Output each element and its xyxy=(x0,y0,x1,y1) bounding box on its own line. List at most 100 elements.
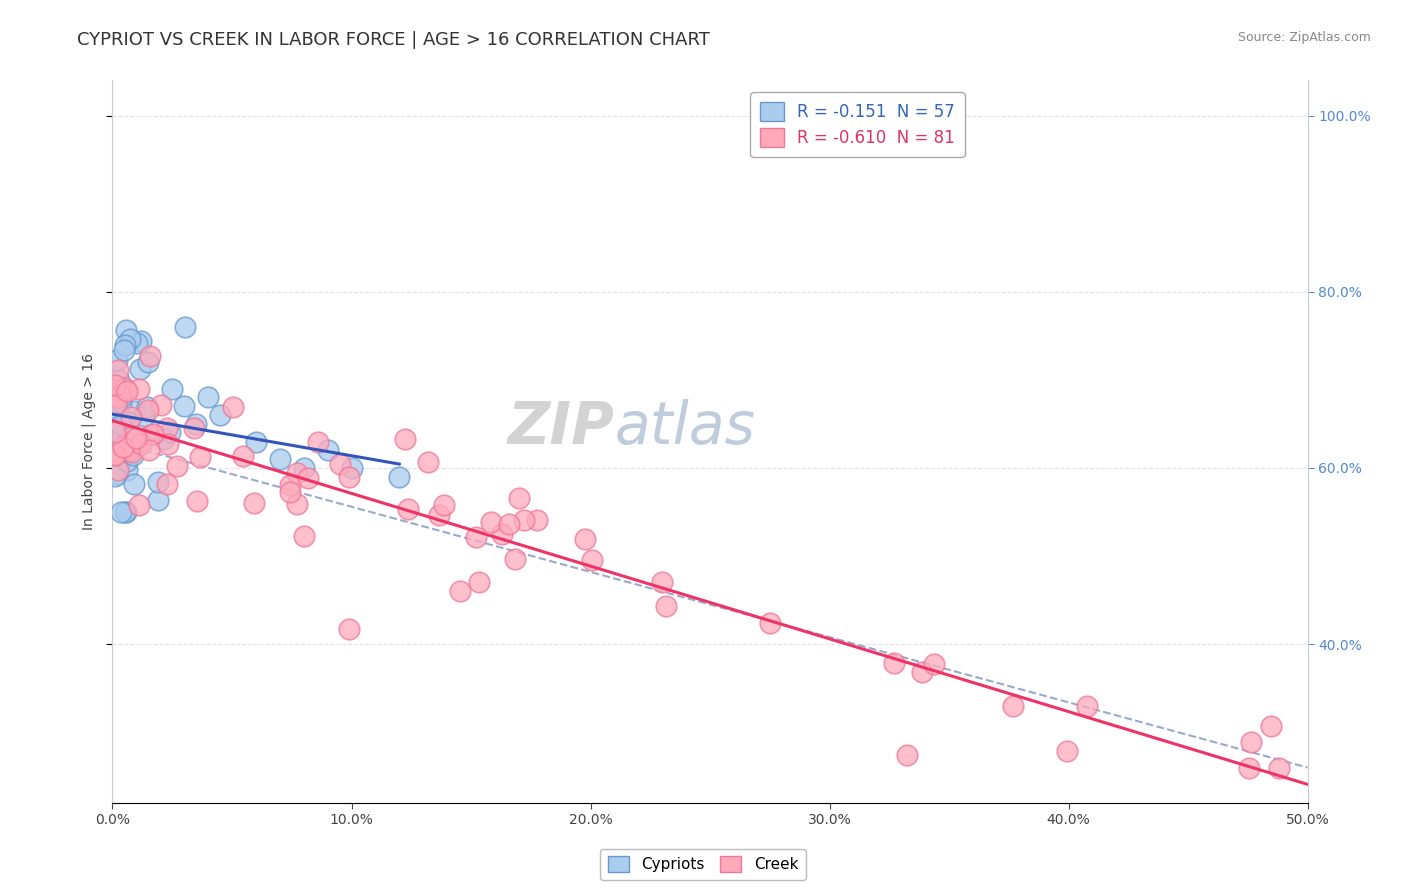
Point xyxy=(107,402,129,417)
Point xyxy=(388,470,411,484)
Point xyxy=(122,476,145,491)
Point xyxy=(129,362,152,376)
Point xyxy=(427,508,450,522)
Point xyxy=(433,499,456,513)
Text: ZIP: ZIP xyxy=(508,399,614,456)
Point xyxy=(118,431,141,445)
Point xyxy=(104,383,127,397)
Point xyxy=(465,530,488,544)
Point xyxy=(245,434,267,449)
Point xyxy=(394,432,416,446)
Point xyxy=(655,599,678,614)
Point xyxy=(114,505,136,519)
Point xyxy=(107,467,129,482)
Y-axis label: In Labor Force | Age > 16: In Labor Force | Age > 16 xyxy=(82,353,96,530)
Point xyxy=(526,513,548,527)
Point xyxy=(114,382,136,396)
Point xyxy=(112,343,135,357)
Point xyxy=(503,552,526,566)
Point xyxy=(1076,699,1098,714)
Point xyxy=(449,583,471,598)
Point xyxy=(269,452,291,467)
Point xyxy=(243,496,266,510)
Point xyxy=(112,437,135,451)
Point xyxy=(574,533,596,547)
Point xyxy=(110,395,132,409)
Point xyxy=(883,656,905,670)
Point xyxy=(166,458,188,473)
Point xyxy=(124,431,146,445)
Point xyxy=(316,443,339,458)
Point xyxy=(136,403,159,417)
Point xyxy=(121,445,143,459)
Point xyxy=(278,477,301,491)
Point xyxy=(107,382,129,396)
Point xyxy=(498,516,520,531)
Point xyxy=(159,425,181,439)
Point xyxy=(117,463,139,477)
Point xyxy=(104,396,127,410)
Point xyxy=(128,498,150,512)
Point xyxy=(120,410,142,425)
Point xyxy=(103,450,125,464)
Text: CYPRIOT VS CREEK IN LABOR FORCE | AGE > 16 CORRELATION CHART: CYPRIOT VS CREEK IN LABOR FORCE | AGE > … xyxy=(77,31,710,49)
Point xyxy=(292,461,315,475)
Point xyxy=(132,409,155,423)
Point xyxy=(110,391,132,405)
Point xyxy=(911,665,934,679)
Point xyxy=(142,426,165,441)
Point xyxy=(418,454,440,468)
Point xyxy=(125,336,148,351)
Point xyxy=(186,417,208,431)
Point xyxy=(112,439,135,453)
Point xyxy=(111,429,134,443)
Point xyxy=(105,385,128,400)
Point xyxy=(157,437,180,451)
Point xyxy=(114,381,136,395)
Point xyxy=(108,373,131,387)
Point xyxy=(329,457,352,471)
Point xyxy=(103,406,125,420)
Point xyxy=(1002,699,1025,714)
Point xyxy=(117,415,139,429)
Point xyxy=(896,747,918,762)
Point xyxy=(138,355,160,369)
Point xyxy=(287,497,309,511)
Point xyxy=(174,320,197,334)
Point xyxy=(122,448,145,462)
Point xyxy=(340,461,363,475)
Point xyxy=(118,331,141,345)
Point xyxy=(183,421,205,435)
Point xyxy=(148,493,170,508)
Point xyxy=(155,477,177,491)
Point xyxy=(138,428,160,442)
Point xyxy=(128,437,150,451)
Point xyxy=(222,401,245,415)
Point xyxy=(491,527,513,541)
Point xyxy=(115,454,138,468)
Point xyxy=(197,391,219,405)
Point xyxy=(285,466,308,480)
Point xyxy=(121,428,143,442)
Point xyxy=(152,432,174,446)
Legend: Cypriots, Creek: Cypriots, Creek xyxy=(600,848,806,880)
Point xyxy=(232,449,254,463)
Point xyxy=(104,425,127,440)
Point xyxy=(104,468,127,483)
Point xyxy=(104,447,127,461)
Point xyxy=(337,470,360,484)
Point xyxy=(107,390,129,404)
Point xyxy=(513,513,536,527)
Point xyxy=(150,398,173,412)
Point xyxy=(297,471,319,485)
Point xyxy=(156,421,179,435)
Point xyxy=(581,553,603,567)
Legend: R = -0.151  N = 57, R = -0.610  N = 81: R = -0.151 N = 57, R = -0.610 N = 81 xyxy=(751,92,965,157)
Point xyxy=(924,657,946,671)
Point xyxy=(139,350,162,364)
Point xyxy=(128,382,150,396)
Point xyxy=(138,443,160,458)
Point xyxy=(108,383,131,397)
Point xyxy=(1268,760,1291,774)
Point xyxy=(337,622,360,636)
